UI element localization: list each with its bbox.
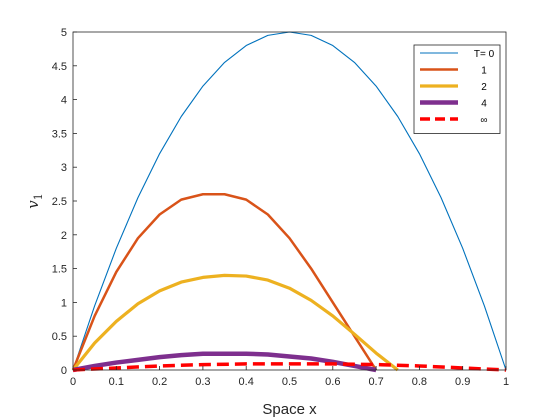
y-tick-label: 4.5 bbox=[52, 61, 67, 73]
x-tick-label: 0.8 bbox=[412, 376, 427, 388]
x-ticks: 0 0.1 0.2 0.3 0.4 0.5 0.6 0.7 0.8 0.9 1 bbox=[70, 366, 509, 388]
x-tick-label: 0.3 bbox=[195, 376, 210, 388]
x-tick-label: 0.6 bbox=[325, 376, 340, 388]
y-axis-label-subscript: 1 bbox=[32, 193, 45, 200]
legend-label-2: 2 bbox=[481, 82, 487, 93]
y-axis-label-main: v bbox=[24, 200, 42, 209]
y-tick-label: 0 bbox=[61, 365, 67, 377]
y-tick-label: 1 bbox=[61, 297, 67, 309]
series-line-3 bbox=[72, 351, 377, 373]
y-ticks: 0 0.5 1 1.5 2 2.5 3 3.5 4 4.5 5 bbox=[52, 27, 77, 377]
series-line-2 bbox=[71, 273, 399, 372]
y-tick-label: 5 bbox=[61, 27, 67, 39]
series-line-4 bbox=[72, 362, 507, 372]
y-tick-label: 2 bbox=[61, 230, 67, 242]
y-tick-label: 3 bbox=[61, 162, 67, 174]
x-tick-label: 0.9 bbox=[455, 376, 470, 388]
y-tick-label: 3.5 bbox=[52, 128, 67, 140]
series-line-1 bbox=[71, 192, 378, 371]
x-tick-label: 0.7 bbox=[368, 376, 383, 388]
x-tick-label: 0.5 bbox=[282, 376, 297, 388]
legend: T= 0 1 2 4 ∞ bbox=[413, 44, 501, 134]
plot-lines bbox=[71, 31, 507, 373]
legend-label-3: 4 bbox=[481, 99, 487, 110]
x-tick-label: 0.2 bbox=[152, 376, 167, 388]
y-tick-label: 2.5 bbox=[52, 196, 67, 208]
legend-label-4: ∞ bbox=[480, 115, 487, 126]
y-tick-label: 0.5 bbox=[52, 331, 67, 343]
y-axis-label: v1 bbox=[24, 193, 45, 208]
legend-label-0: T= 0 bbox=[474, 49, 495, 60]
x-tick-label: 1 bbox=[503, 376, 509, 388]
x-axis-label: Space x bbox=[262, 401, 317, 418]
x-tick-label: 0.1 bbox=[109, 376, 124, 388]
x-tick-label: 0.4 bbox=[239, 376, 254, 388]
x-tick-label: 0 bbox=[70, 376, 76, 388]
legend-label-1: 1 bbox=[481, 66, 487, 77]
y-tick-label: 1.5 bbox=[52, 264, 67, 276]
y-tick-label: 4 bbox=[61, 95, 67, 107]
